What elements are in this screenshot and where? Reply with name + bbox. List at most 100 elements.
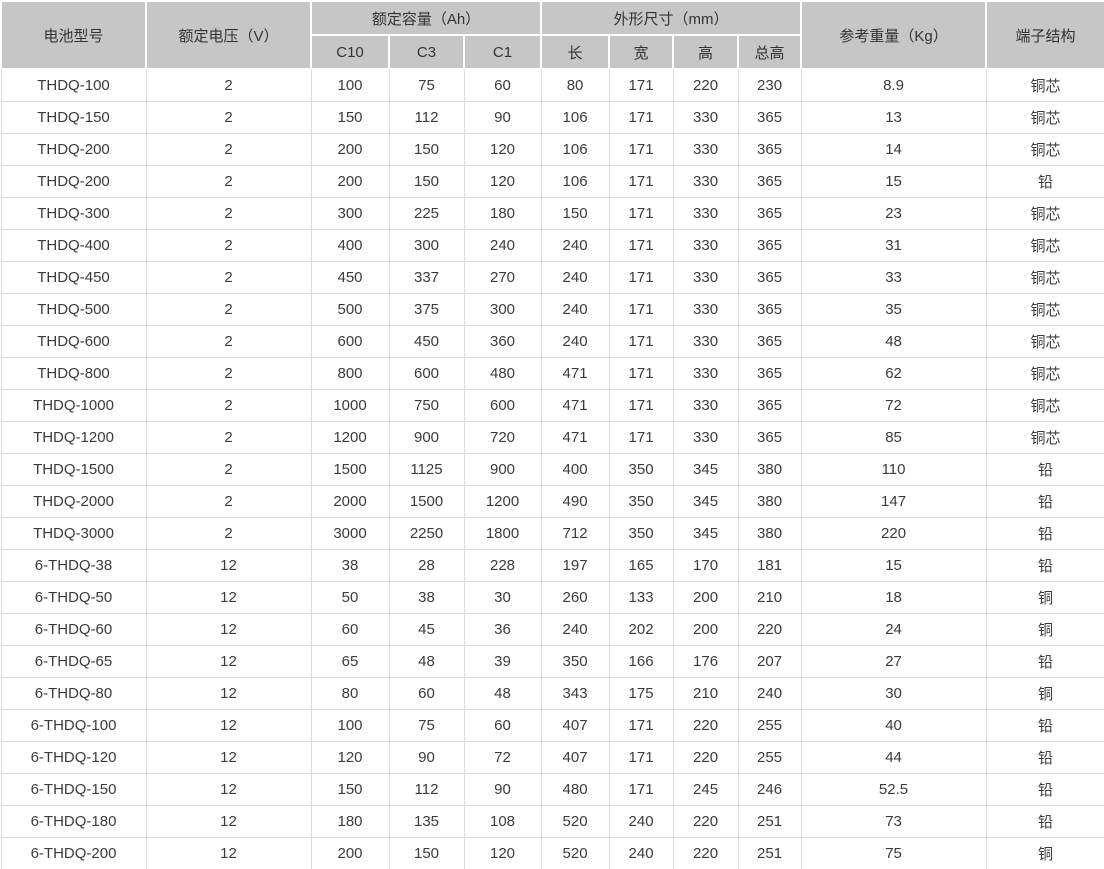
cell-model: 6-THDQ-100 bbox=[0, 708, 147, 742]
cell-terminal: 铅 bbox=[985, 516, 1104, 550]
cell-model: 6-THDQ-200 bbox=[0, 836, 147, 869]
cell-c3: 600 bbox=[388, 356, 465, 390]
cell-total-height: 255 bbox=[737, 708, 802, 742]
cell-width: 171 bbox=[608, 292, 674, 326]
cell-terminal: 铅 bbox=[985, 484, 1104, 518]
cell-length: 197 bbox=[540, 548, 610, 582]
cell-c10: 100 bbox=[310, 708, 390, 742]
cell-model: THDQ-100 bbox=[0, 68, 147, 102]
cell-c10: 200 bbox=[310, 132, 390, 166]
table-row: 6-THDQ-200 12 200 150 120 520 240 220 251 75 铜 bbox=[0, 836, 1104, 869]
cell-model: THDQ-300 bbox=[0, 196, 147, 230]
cell-weight: 110 bbox=[800, 452, 987, 486]
cell-voltage: 2 bbox=[145, 228, 312, 262]
cell-c10: 600 bbox=[310, 324, 390, 358]
cell-c3: 75 bbox=[388, 68, 465, 102]
cell-length: 520 bbox=[540, 804, 610, 838]
cell-voltage: 2 bbox=[145, 356, 312, 390]
cell-voltage: 2 bbox=[145, 484, 312, 518]
cell-length: 343 bbox=[540, 676, 610, 710]
cell-weight: 8.9 bbox=[800, 68, 987, 102]
cell-length: 106 bbox=[540, 100, 610, 134]
cell-voltage: 12 bbox=[145, 612, 312, 646]
table-row: THDQ-800 2 800 600 480 471 171 330 365 62 铜芯 bbox=[0, 356, 1104, 390]
cell-width: 171 bbox=[608, 708, 674, 742]
cell-weight: 35 bbox=[800, 292, 987, 326]
table-row: THDQ-300 2 300 225 180 150 171 330 365 23 铜芯 bbox=[0, 196, 1104, 230]
cell-voltage: 12 bbox=[145, 836, 312, 869]
cell-c1: 60 bbox=[463, 68, 542, 102]
cell-c1: 300 bbox=[463, 292, 542, 326]
cell-width: 175 bbox=[608, 676, 674, 710]
cell-width: 171 bbox=[608, 132, 674, 166]
cell-c1: 228 bbox=[463, 548, 542, 582]
cell-c10: 200 bbox=[310, 164, 390, 198]
cell-c1: 720 bbox=[463, 420, 542, 454]
cell-weight: 52.5 bbox=[800, 772, 987, 806]
cell-width: 350 bbox=[608, 516, 674, 550]
cell-c3: 2250 bbox=[388, 516, 465, 550]
table-row: 6-THDQ-50 12 50 38 30 260 133 200 210 18 铜 bbox=[0, 580, 1104, 614]
cell-terminal: 铜芯 bbox=[985, 420, 1104, 454]
cell-voltage: 2 bbox=[145, 68, 312, 102]
cell-c10: 300 bbox=[310, 196, 390, 230]
table-row: THDQ-3000 2 3000 2250 1800 712 350 345 380 220 铅 bbox=[0, 516, 1104, 550]
cell-c3: 112 bbox=[388, 100, 465, 134]
cell-terminal: 铅 bbox=[985, 548, 1104, 582]
cell-length: 471 bbox=[540, 420, 610, 454]
cell-total-height: 365 bbox=[737, 388, 802, 422]
cell-height: 210 bbox=[672, 676, 739, 710]
cell-width: 350 bbox=[608, 452, 674, 486]
cell-total-height: 365 bbox=[737, 420, 802, 454]
cell-voltage: 2 bbox=[145, 388, 312, 422]
cell-terminal: 铅 bbox=[985, 452, 1104, 486]
cell-weight: 48 bbox=[800, 324, 987, 358]
cell-width: 171 bbox=[608, 772, 674, 806]
cell-length: 407 bbox=[540, 740, 610, 774]
cell-height: 345 bbox=[672, 484, 739, 518]
cell-c1: 108 bbox=[463, 804, 542, 838]
cell-c3: 300 bbox=[388, 228, 465, 262]
table-row: THDQ-400 2 400 300 240 240 171 330 365 31 铜芯 bbox=[0, 228, 1104, 262]
cell-voltage: 12 bbox=[145, 772, 312, 806]
cell-height: 345 bbox=[672, 516, 739, 550]
cell-model: THDQ-200 bbox=[0, 164, 147, 198]
cell-width: 202 bbox=[608, 612, 674, 646]
cell-c3: 150 bbox=[388, 164, 465, 198]
cell-width: 171 bbox=[608, 260, 674, 294]
cell-total-height: 181 bbox=[737, 548, 802, 582]
cell-terminal: 铅 bbox=[985, 740, 1104, 774]
cell-total-height: 380 bbox=[737, 484, 802, 518]
cell-length: 471 bbox=[540, 388, 610, 422]
header-width: 宽 bbox=[608, 34, 675, 70]
header-height: 高 bbox=[672, 34, 740, 70]
cell-length: 106 bbox=[540, 132, 610, 166]
cell-height: 220 bbox=[672, 708, 739, 742]
cell-terminal: 铜芯 bbox=[985, 100, 1104, 134]
cell-voltage: 12 bbox=[145, 580, 312, 614]
header-c10: C10 bbox=[310, 34, 390, 70]
cell-c1: 120 bbox=[463, 164, 542, 198]
table-row: 6-THDQ-65 12 65 48 39 350 166 176 207 27 铅 bbox=[0, 644, 1104, 678]
header-capacity-group: 额定容量（Ah） bbox=[309, 0, 543, 36]
cell-weight: 40 bbox=[800, 708, 987, 742]
cell-height: 330 bbox=[672, 420, 739, 454]
cell-c1: 240 bbox=[463, 228, 542, 262]
cell-height: 330 bbox=[672, 260, 739, 294]
cell-model: THDQ-500 bbox=[0, 292, 147, 326]
cell-weight: 30 bbox=[800, 676, 987, 710]
cell-height: 330 bbox=[672, 388, 739, 422]
table-row: 6-THDQ-100 12 100 75 60 407 171 220 255 40 铅 bbox=[0, 708, 1104, 742]
cell-total-height: 240 bbox=[737, 676, 802, 710]
cell-total-height: 246 bbox=[737, 772, 802, 806]
cell-width: 171 bbox=[608, 324, 674, 358]
cell-c1: 270 bbox=[463, 260, 542, 294]
cell-voltage: 2 bbox=[145, 132, 312, 166]
cell-width: 240 bbox=[608, 804, 674, 838]
header-c3: C3 bbox=[388, 34, 465, 70]
cell-c1: 90 bbox=[463, 100, 542, 134]
cell-height: 330 bbox=[672, 164, 739, 198]
cell-total-height: 207 bbox=[737, 644, 802, 678]
cell-width: 171 bbox=[608, 228, 674, 262]
